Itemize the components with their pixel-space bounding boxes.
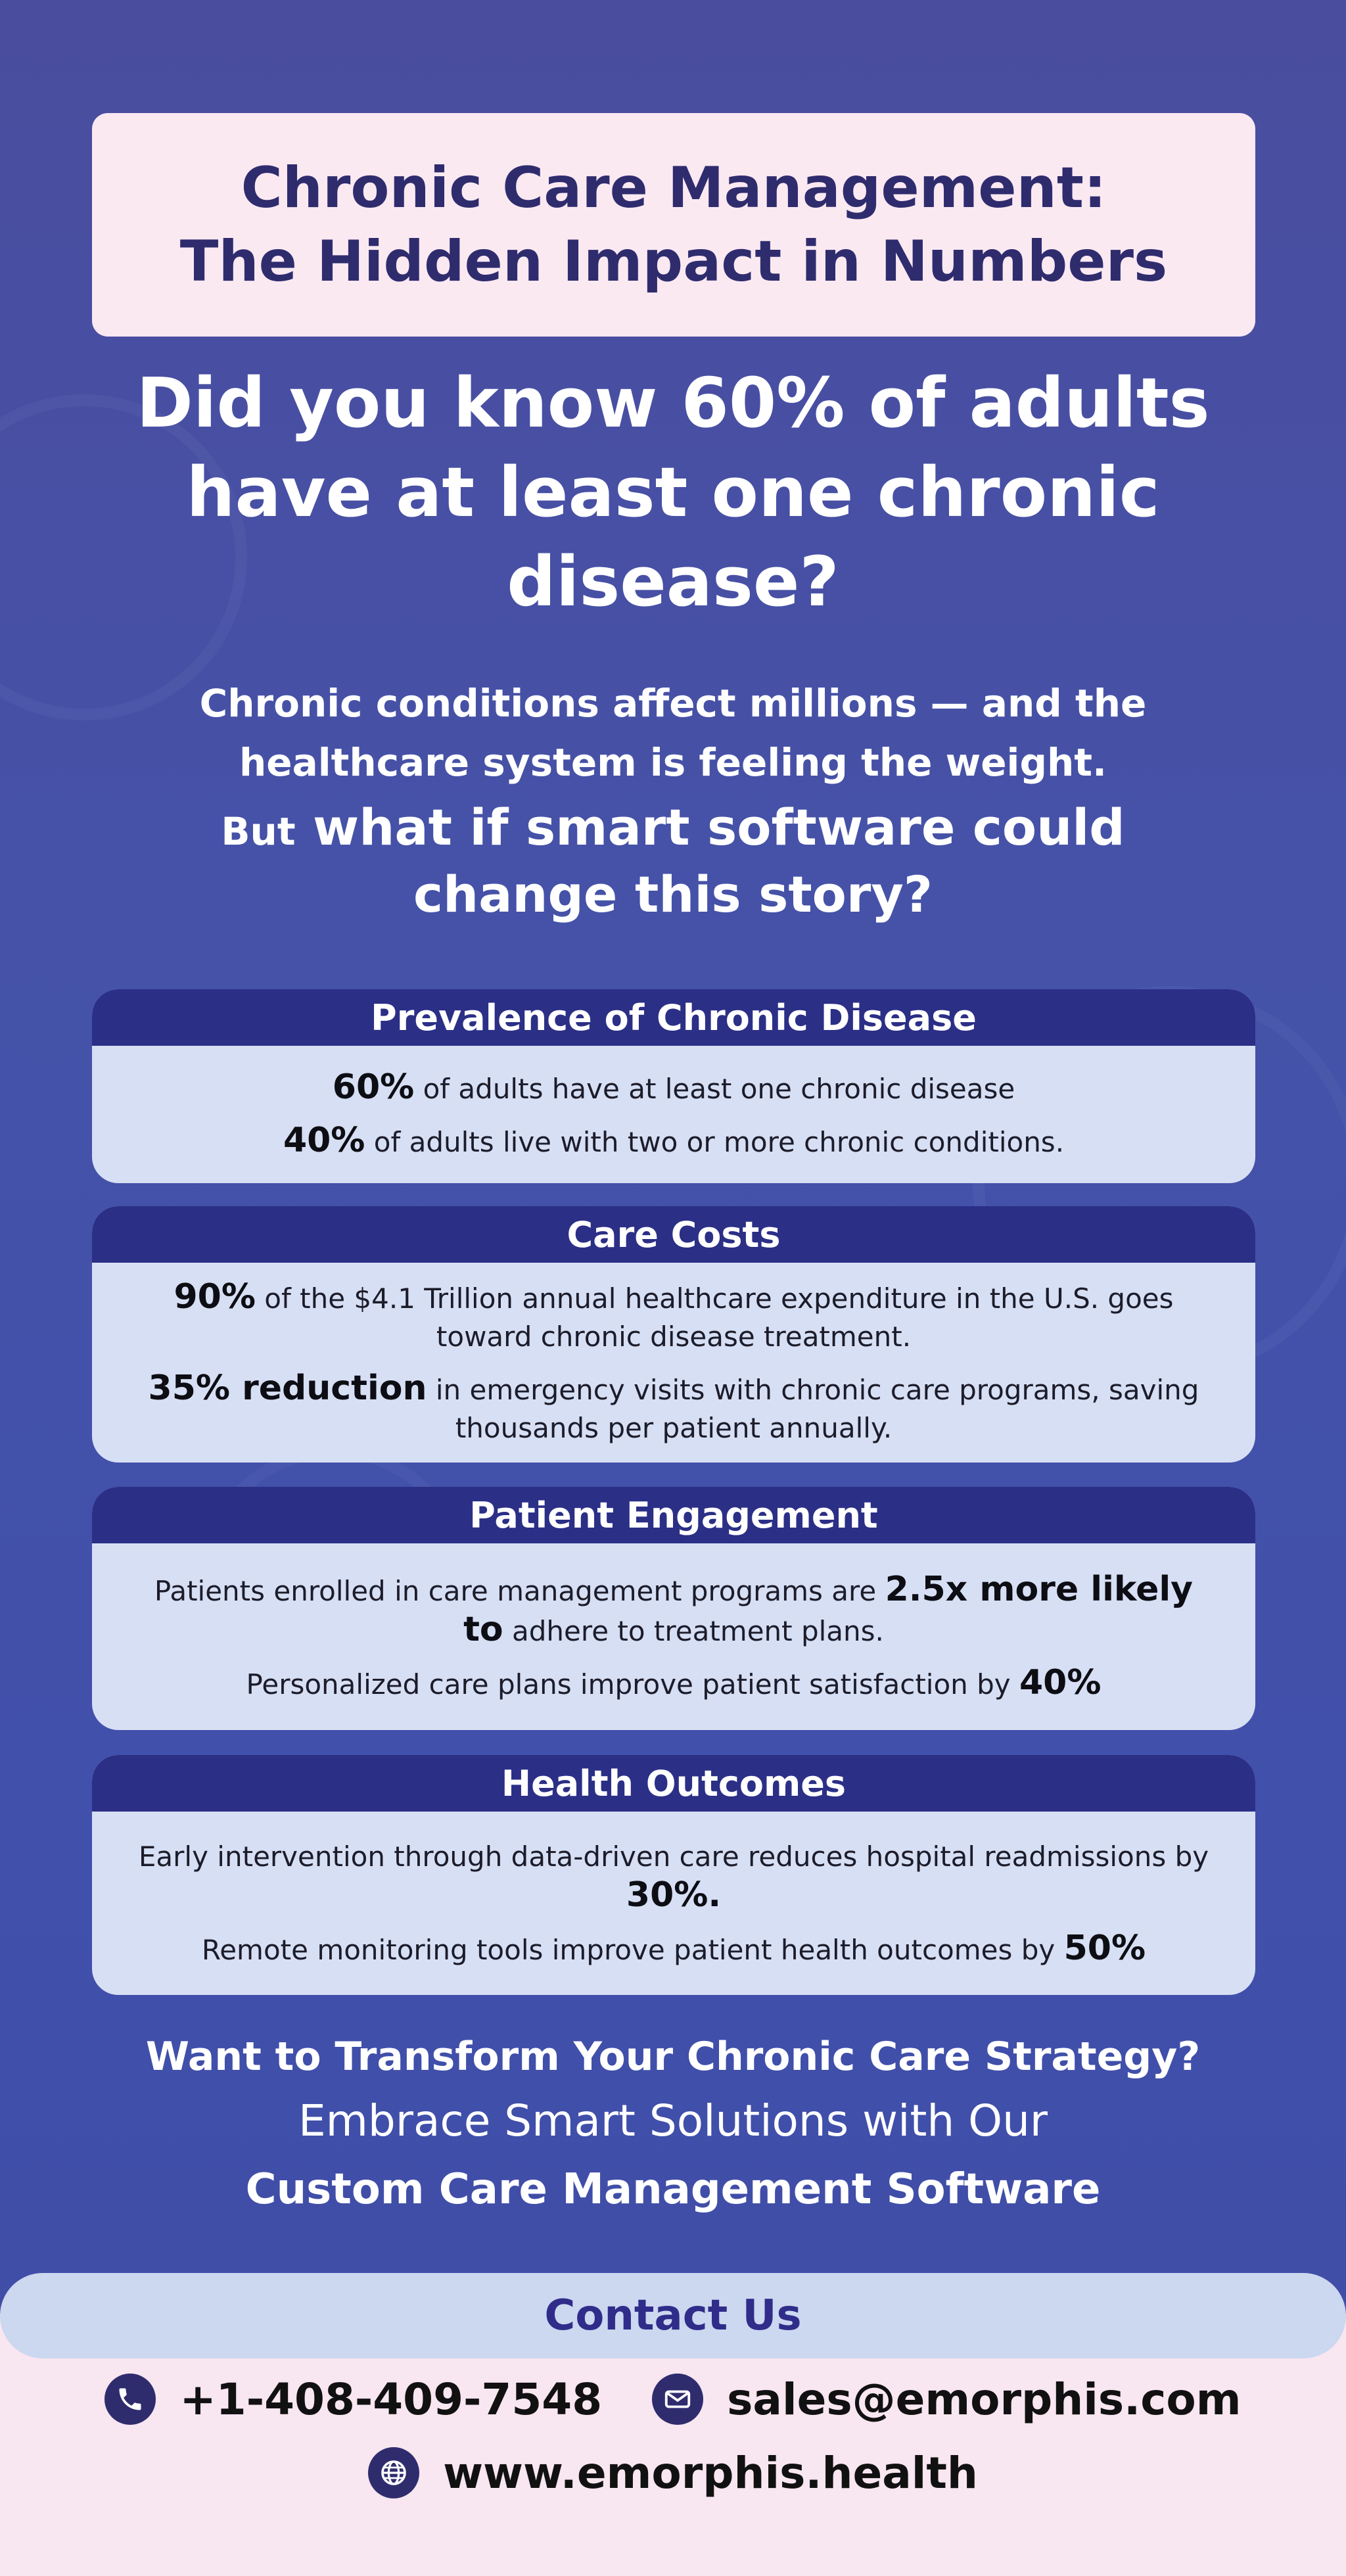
- card-heading: Patient Engagement: [92, 1487, 1255, 1543]
- intro-line-2: healthcare system is feeling the weight.: [239, 740, 1107, 785]
- stat-line: Patients enrolled in care management pro…: [154, 1569, 1194, 1649]
- intro-question-prefix: But: [221, 809, 296, 854]
- stat-line: Early intervention through data-driven c…: [138, 1840, 1209, 1915]
- intro-line-1: Chronic conditions affect millions — and…: [199, 681, 1147, 726]
- stat-line: Remote monitoring tools improve patient …: [201, 1928, 1146, 1968]
- hero-line-1: Did you know 60% of adults: [136, 363, 1210, 443]
- card-heading: Care Costs: [92, 1206, 1255, 1263]
- website-url[interactable]: www.emorphis.health: [443, 2447, 978, 2498]
- intro-question: But what if smart software could change …: [66, 796, 1280, 926]
- email-contact[interactable]: sales@emorphis.com: [652, 2374, 1242, 2425]
- stat-line: 90% of the $4.1 Trillion annual healthca…: [174, 1277, 1174, 1353]
- card-health-outcomes: Health Outcomes Early intervention throu…: [92, 1755, 1255, 1995]
- cta-product: Custom Care Management Software: [245, 2165, 1101, 2214]
- contact-row-secondary: www.emorphis.health: [0, 2440, 1346, 2506]
- call-to-action: Want to Transform Your Chronic Care Stra…: [66, 2028, 1280, 2222]
- cta-headline: Want to Transform Your Chronic Care Stra…: [145, 2034, 1201, 2080]
- phone-icon: [104, 2374, 156, 2425]
- contact-us-label: Contact Us: [0, 2273, 1346, 2358]
- card-prevalence: Prevalence of Chronic Disease 60% of adu…: [92, 989, 1255, 1183]
- globe-icon: [368, 2447, 420, 2498]
- stat-line: 35% reduction in emergency visits with c…: [148, 1369, 1199, 1444]
- hero-question: Did you know 60% of adults have at least…: [66, 358, 1280, 626]
- website-contact[interactable]: www.emorphis.health: [368, 2447, 978, 2498]
- intro-text: Chronic conditions affect millions — and…: [66, 674, 1280, 926]
- cta-subline: Embrace Smart Solutions with Our: [298, 2096, 1048, 2146]
- stat-line: 60% of adults have at least one chronic …: [332, 1067, 1015, 1107]
- stat-line: Personalized care plans improve patient …: [246, 1662, 1102, 1702]
- hero-line-2: have at least one chronic: [186, 452, 1160, 532]
- contact-row-primary: +1-408-409-7548 sales@emorphis.com: [0, 2366, 1346, 2432]
- phone-contact[interactable]: +1-408-409-7548: [104, 2374, 602, 2425]
- card-care-costs: Care Costs 90% of the $4.1 Trillion annu…: [92, 1206, 1255, 1463]
- stat-line: 40% of adults live with two or more chro…: [283, 1120, 1065, 1160]
- card-heading: Prevalence of Chronic Disease: [92, 989, 1255, 1046]
- phone-number[interactable]: +1-408-409-7548: [179, 2374, 603, 2425]
- title-line-2: The Hidden Impact in Numbers: [179, 229, 1168, 294]
- email-address[interactable]: sales@emorphis.com: [727, 2374, 1242, 2425]
- intro-question-line-1: what if smart software could: [313, 798, 1125, 856]
- hero-line-3: disease?: [507, 542, 839, 622]
- title-line-1: Chronic Care Management:: [241, 155, 1107, 221]
- envelope-icon: [652, 2374, 704, 2425]
- title-banner: Chronic Care Management: The Hidden Impa…: [92, 113, 1255, 337]
- card-heading: Health Outcomes: [92, 1755, 1255, 1812]
- card-patient-engagement: Patient Engagement Patients enrolled in …: [92, 1487, 1255, 1730]
- intro-question-line-2: change this story?: [413, 865, 933, 924]
